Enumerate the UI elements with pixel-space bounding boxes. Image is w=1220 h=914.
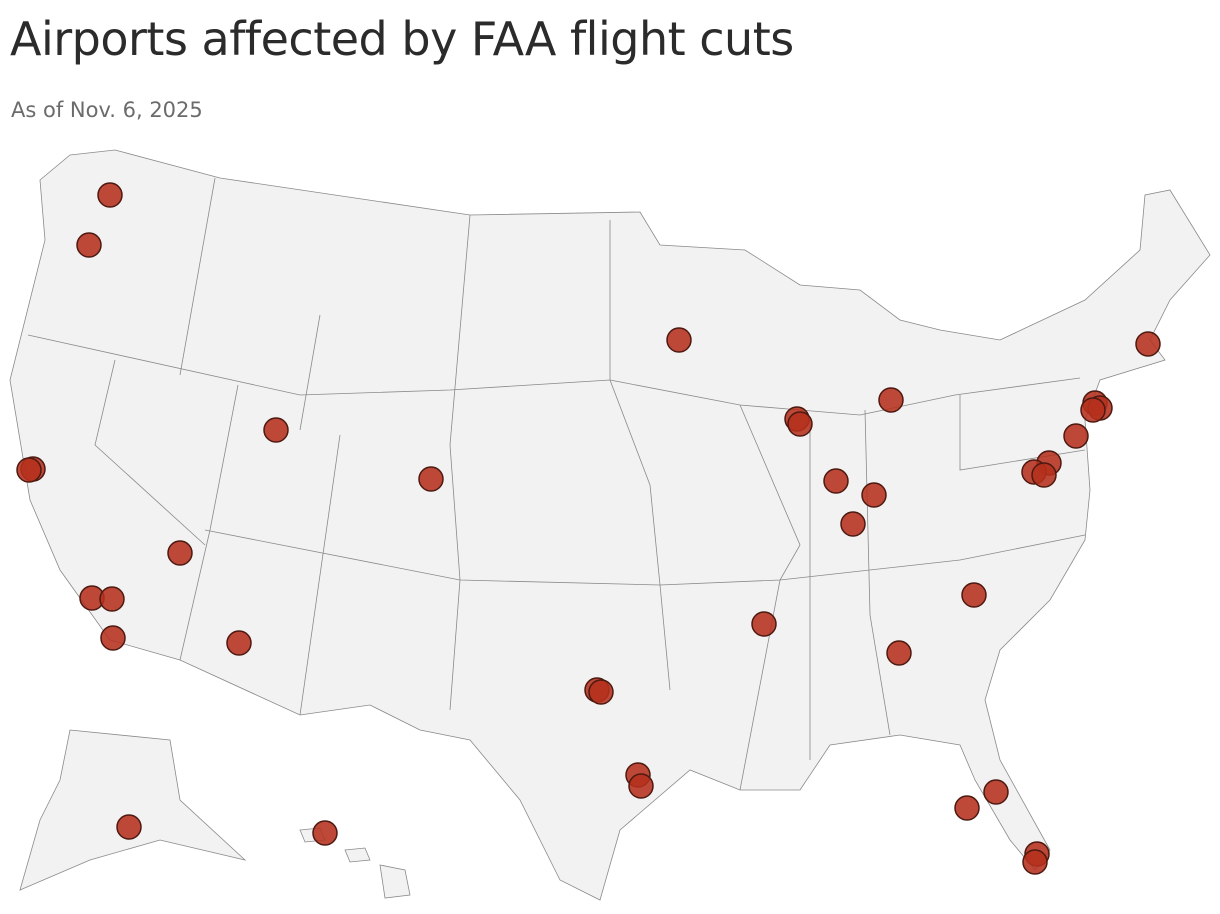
airport-marker — [418, 466, 444, 492]
airport-marker — [983, 779, 1009, 805]
airport-marker — [99, 586, 125, 612]
airport-marker — [1063, 423, 1089, 449]
airport-marker — [100, 625, 126, 651]
airport-marker — [954, 795, 980, 821]
subtitle: As of Nov. 6, 2025 — [11, 98, 203, 122]
airport-marker — [787, 411, 813, 437]
airport-marker — [97, 182, 123, 208]
airport-marker — [840, 511, 866, 537]
airport-marker — [628, 773, 654, 799]
airport-marker — [823, 468, 849, 494]
airport-marker — [226, 630, 252, 656]
airport-marker — [1135, 331, 1161, 357]
airport-markers — [16, 182, 1161, 875]
airport-marker — [1080, 397, 1106, 423]
alaska — [19, 729, 247, 891]
airport-marker — [263, 417, 289, 443]
airport-marker — [167, 540, 193, 566]
airport-marker — [861, 482, 887, 508]
airport-marker — [76, 232, 102, 258]
airport-marker — [666, 327, 692, 353]
airport-marker — [961, 582, 987, 608]
airport-marker — [1022, 849, 1048, 875]
airport-marker — [588, 679, 614, 705]
airport-marker — [16, 457, 42, 483]
title: Airports affected by FAA flight cuts — [10, 12, 794, 66]
airport-marker — [1031, 462, 1057, 488]
airport-marker — [312, 820, 338, 846]
airport-marker — [751, 611, 777, 637]
airport-marker — [878, 387, 904, 413]
airport-marker — [886, 640, 912, 666]
airport-marker — [116, 814, 142, 840]
